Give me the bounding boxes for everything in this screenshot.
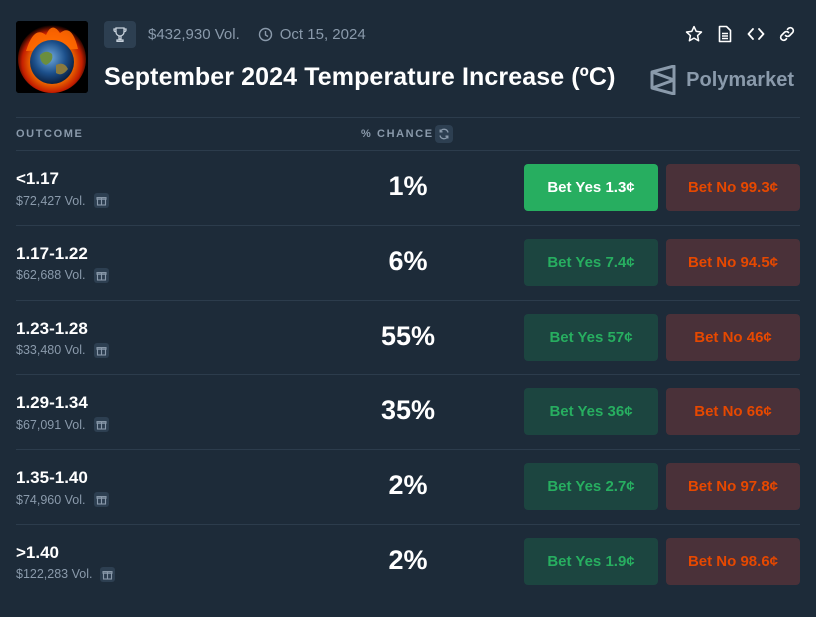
outcome-chance: 2% <box>388 544 428 575</box>
end-date-text: Oct 15, 2024 <box>279 26 366 43</box>
bet-yes-button[interactable]: Bet Yes 7.4¢ <box>524 238 658 286</box>
market-meta: $432,930 Vol. Oct 15, 2024 <box>104 21 366 48</box>
bet-no-button[interactable]: Bet No 66¢ <box>666 388 800 436</box>
gift-icon[interactable] <box>100 566 116 582</box>
outcome-volume-text: $122,283 Vol. <box>16 567 93 582</box>
bet-yes-button[interactable]: Bet Yes 2.7¢ <box>524 463 658 511</box>
market-title: September 2024 Temperature Increase (ºC) <box>104 63 616 91</box>
document-icon[interactable] <box>716 25 734 43</box>
bet-no-button[interactable]: Bet No 99.3¢ <box>666 164 800 211</box>
outcome-name: <1.17 <box>16 169 60 188</box>
bet-no-button[interactable]: Bet No 46¢ <box>666 313 800 361</box>
outcome-row: 1.23-1.28 $33,480 Vol. 55% Bet Yes 57¢ B… <box>16 301 800 376</box>
market-actions <box>685 25 796 43</box>
outcome-volume-text: $62,688 Vol. <box>16 268 86 283</box>
bet-yes-button[interactable]: Bet Yes 1.9¢ <box>524 537 658 585</box>
outcome-chance: 1% <box>388 171 428 201</box>
outcome-name: >1.40 <box>16 542 60 562</box>
outcome-column-header: OUTCOME <box>16 128 84 140</box>
market-header: $432,930 Vol. Oct 15, 2024 September 202… <box>16 21 800 95</box>
bet-no-button[interactable]: Bet No 97.8¢ <box>666 463 800 511</box>
refresh-icon[interactable] <box>435 125 453 143</box>
outcome-volume-text: $72,427 Vol. <box>16 193 86 208</box>
polymarket-logo-icon <box>650 65 676 95</box>
link-icon[interactable] <box>778 25 796 43</box>
market-image <box>16 21 88 93</box>
outcome-volume: $72,427 Vol. <box>16 193 109 208</box>
code-icon[interactable] <box>747 25 765 43</box>
gift-icon[interactable] <box>93 492 109 508</box>
outcomes-table-header: OUTCOME % CHANCE <box>16 117 800 151</box>
outcome-volume: $67,091 Vol. <box>16 417 109 433</box>
outcome-volume-text: $33,480 Vol. <box>16 343 86 358</box>
outcome-row: 1.17-1.22 $62,688 Vol. 6% Bet Yes 7.4¢ B… <box>16 226 800 301</box>
trophy-icon[interactable] <box>104 21 136 48</box>
market-volume: $432,930 Vol. <box>148 26 240 43</box>
gift-icon[interactable] <box>93 193 109 208</box>
bet-yes-button[interactable]: Bet Yes 57¢ <box>524 313 658 361</box>
outcome-row: 1.29-1.34 $67,091 Vol. 35% Bet Yes 36¢ B… <box>16 375 800 451</box>
outcome-chance: 2% <box>388 470 428 501</box>
outcome-volume-text: $67,091 Vol. <box>16 417 86 432</box>
brand: Polymarket <box>650 65 794 95</box>
bet-no-button[interactable]: Bet No 98.6¢ <box>666 537 800 585</box>
outcome-volume: $122,283 Vol. <box>16 566 116 582</box>
outcome-chance: 6% <box>388 245 428 276</box>
clock-icon <box>258 27 272 42</box>
outcome-chance: 35% <box>380 395 436 426</box>
outcome-name: 1.23-1.28 <box>16 318 88 338</box>
gift-icon[interactable] <box>93 417 109 433</box>
outcome-volume-text: $74,960 Vol. <box>16 492 86 507</box>
outcome-volume: $62,688 Vol. <box>16 267 109 283</box>
bet-yes-button[interactable]: Bet Yes 36¢ <box>524 388 658 436</box>
outcomes-list: <1.17 $72,427 Vol. 1% Bet Yes 1.3¢ Bet N… <box>16 151 800 600</box>
end-date: Oct 15, 2024 <box>258 26 366 43</box>
chance-column-header: % CHANCE <box>361 128 434 140</box>
outcome-row: <1.17 $72,427 Vol. 1% Bet Yes 1.3¢ Bet N… <box>16 151 800 226</box>
gift-icon[interactable] <box>93 267 109 283</box>
outcome-row: >1.40 $122,283 Vol. 2% Bet Yes 1.9¢ Bet … <box>16 525 800 600</box>
outcome-volume: $74,960 Vol. <box>16 492 109 508</box>
outcome-name: 1.29-1.34 <box>16 393 88 413</box>
bet-no-button[interactable]: Bet No 94.5¢ <box>666 238 800 286</box>
outcome-row: 1.35-1.40 $74,960 Vol. 2% Bet Yes 2.7¢ B… <box>16 450 800 525</box>
gift-icon[interactable] <box>93 342 109 358</box>
outcome-name: 1.35-1.40 <box>16 468 88 488</box>
star-icon[interactable] <box>685 25 703 43</box>
outcome-volume: $33,480 Vol. <box>16 342 109 358</box>
brand-name: Polymarket <box>686 68 794 91</box>
outcome-chance: 55% <box>380 320 436 351</box>
bet-yes-button[interactable]: Bet Yes 1.3¢ <box>524 164 658 211</box>
outcome-name: 1.17-1.22 <box>16 243 88 263</box>
